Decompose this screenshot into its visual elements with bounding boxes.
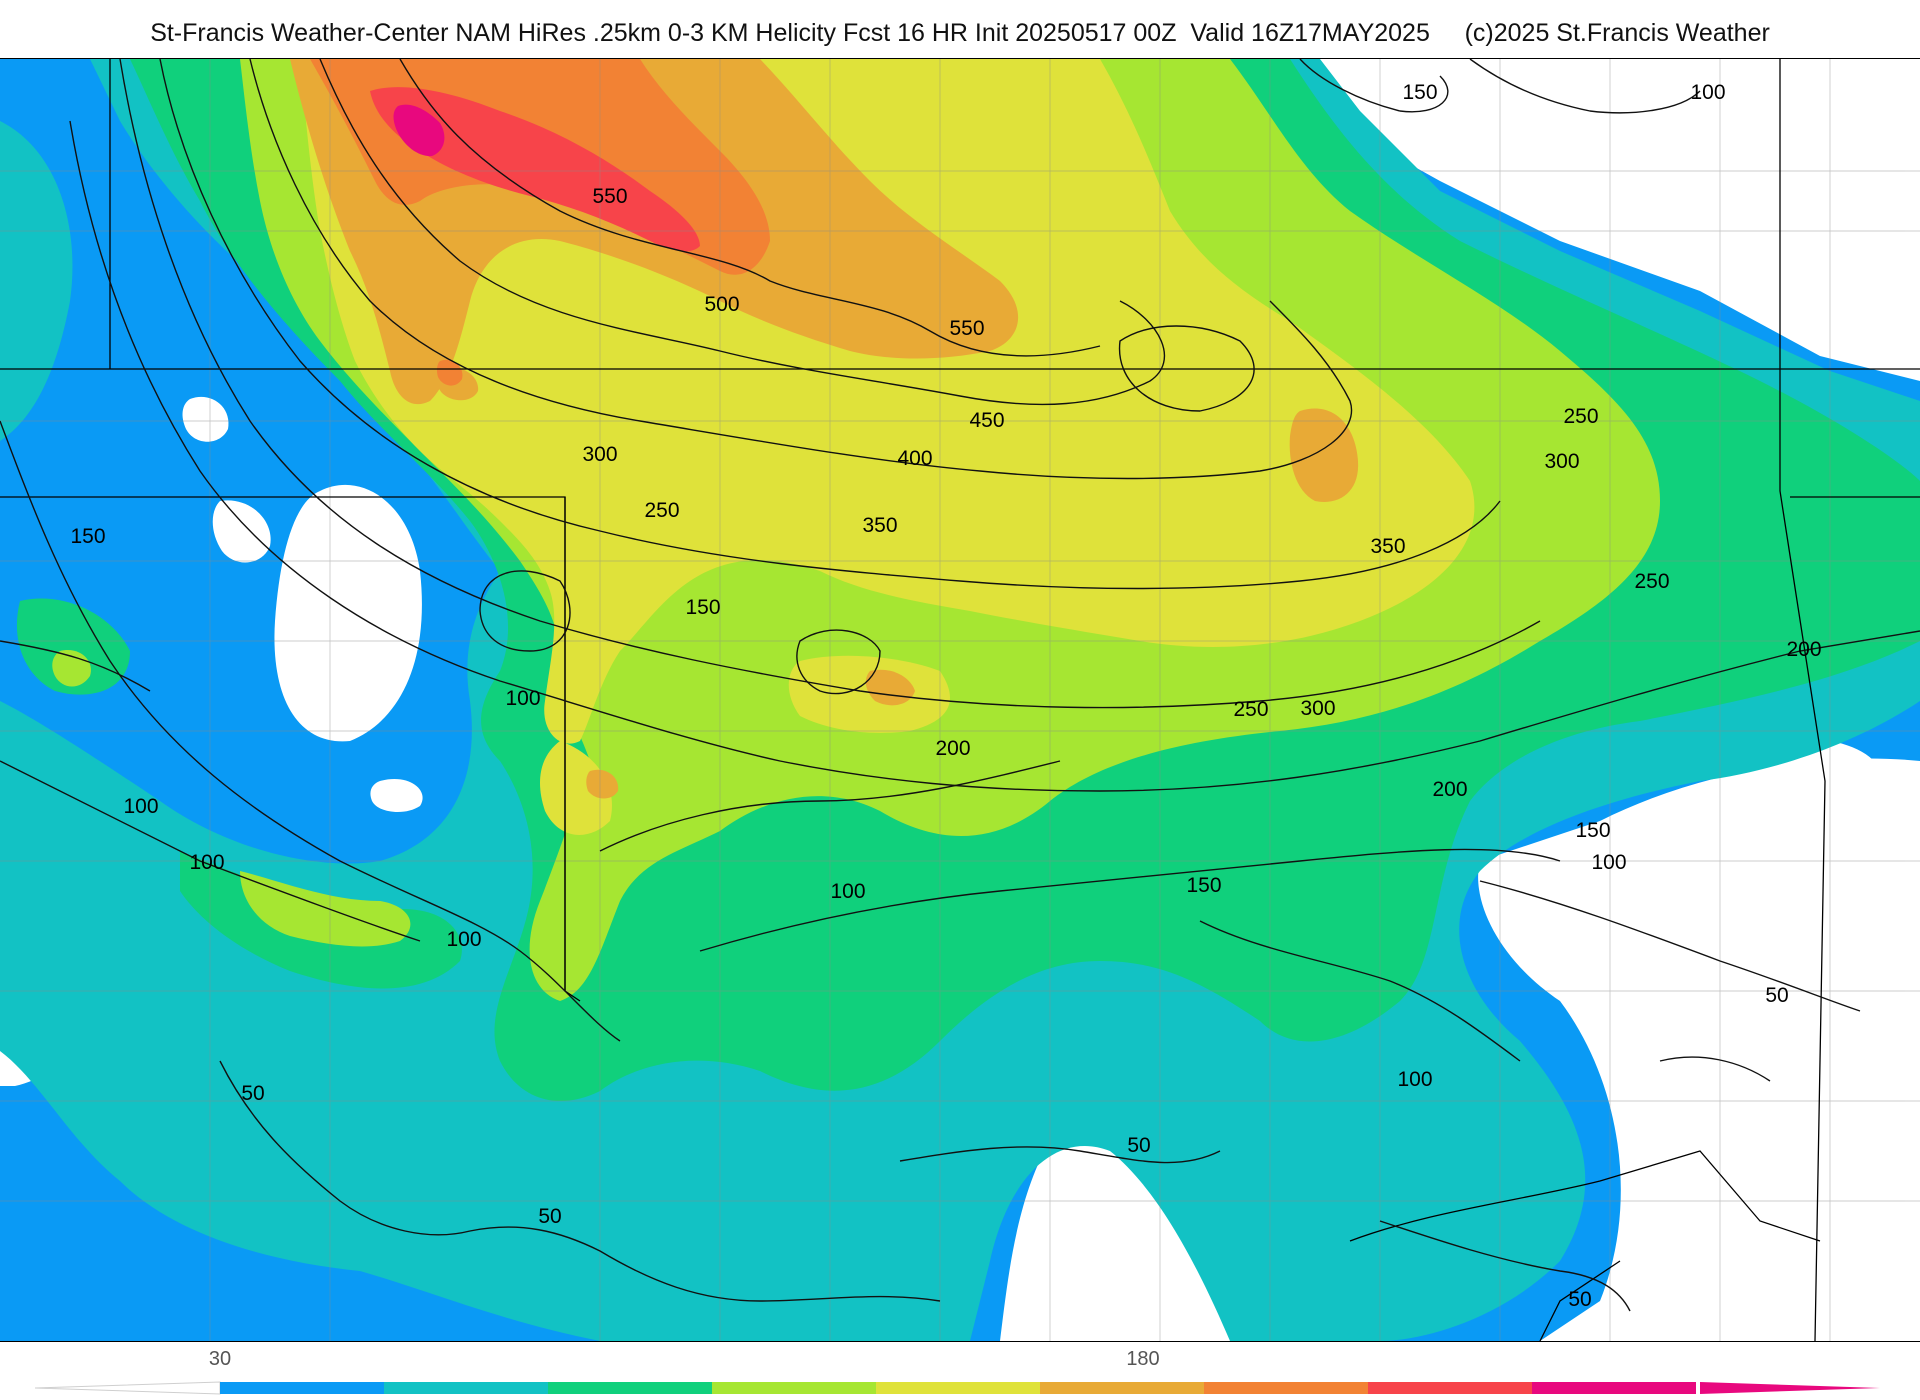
colorbar-under-arrow	[34, 1381, 221, 1395]
contour-label: 50	[1765, 984, 1788, 1007]
helicity-fill-270-plus	[393, 104, 445, 157]
map-title: St-Francis Weather-Center NAM HiRes .25k…	[150, 19, 1770, 47]
county-boundaries	[0, 59, 1920, 1341]
contour-label: 300	[582, 443, 617, 466]
contour-label: 50	[241, 1082, 264, 1105]
contour-label: 250	[644, 499, 679, 522]
state-boundaries	[0, 59, 1920, 1341]
contour-label: 300	[1544, 450, 1579, 473]
contour-label: 250	[1563, 405, 1598, 428]
colorbar-bin	[1204, 1382, 1368, 1394]
contour-label: 150	[1186, 874, 1221, 897]
colorbar: 30 180	[34, 1348, 1880, 1395]
helicity-map: 550 500 550 450 400 350 300 250 150 150 100 100 100 1…	[0, 58, 1920, 1342]
contour-labels: 550 500 550 450 400 350 300 250 150 150 100 100 100 1…	[70, 81, 1821, 1311]
contour-label: 250	[1634, 570, 1669, 593]
contour-label: 100	[1397, 1068, 1432, 1091]
contour-label: 50	[1568, 1288, 1591, 1311]
contour-label: 200	[1432, 778, 1467, 801]
colorbar-bin	[548, 1382, 712, 1394]
contour-label: 100	[505, 687, 540, 710]
contour-label: 200	[935, 737, 970, 760]
helicity-fill-240-270	[370, 87, 700, 252]
helicity-contour-lines	[0, 59, 1920, 1312]
contour-label: 100	[189, 851, 224, 874]
colorbar-tick-30: 30	[209, 1348, 231, 1370]
contour-label: 100	[446, 928, 481, 951]
contour-label: 550	[592, 185, 627, 208]
contour-label: 50	[538, 1205, 561, 1228]
contour-label: 100	[1591, 851, 1626, 874]
colorbar-bin	[384, 1382, 548, 1394]
colorbar-bins	[220, 1382, 1696, 1394]
contour-label: 400	[897, 447, 932, 470]
contour-label: 100	[830, 880, 865, 903]
contour-label: 50	[1127, 1134, 1150, 1157]
contour-label: 350	[1370, 535, 1405, 558]
contour-label: 150	[1575, 819, 1610, 842]
contour-label: 150	[70, 525, 105, 548]
contour-label: 500	[704, 293, 739, 316]
contour-label: 250	[1233, 698, 1268, 721]
contour-label: 150	[1402, 81, 1437, 104]
contour-label: 300	[1300, 697, 1335, 720]
contour-label: 200	[1786, 638, 1821, 661]
colorbar-bin	[1532, 1382, 1696, 1394]
contour-label: 100	[123, 795, 158, 818]
contour-label: 100	[1690, 81, 1725, 104]
colorbar-bin	[876, 1382, 1040, 1394]
colorbar-bin	[1368, 1382, 1532, 1394]
contour-label: 350	[862, 514, 897, 537]
colorbar-over-arrow	[1700, 1382, 1880, 1394]
colorbar-bin	[220, 1382, 384, 1394]
colorbar-bin	[1040, 1382, 1204, 1394]
colorbar-bin	[712, 1382, 876, 1394]
contour-label: 450	[969, 409, 1004, 432]
contour-label: 150	[685, 596, 720, 619]
colorbar-tick-180: 180	[1126, 1348, 1159, 1370]
contour-label: 550	[949, 317, 984, 340]
